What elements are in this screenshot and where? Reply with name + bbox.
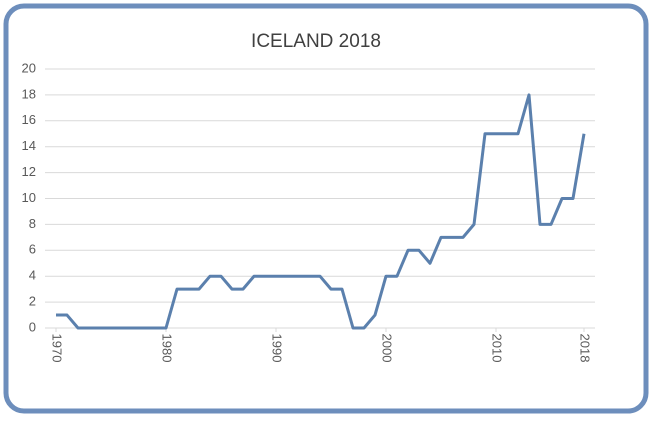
x-tick-label: 1980 xyxy=(160,334,175,363)
y-tick-label: 16 xyxy=(22,112,36,127)
x-tick-label: 1990 xyxy=(270,334,285,363)
y-tick-label: 4 xyxy=(29,268,36,283)
y-tick-label: 0 xyxy=(29,319,36,334)
y-tick-label: 6 xyxy=(29,242,36,257)
y-tick-label: 2 xyxy=(29,294,36,309)
x-tick-label: 1970 xyxy=(50,334,65,363)
y-tick-label: 20 xyxy=(22,60,36,75)
x-tick-label: 2000 xyxy=(380,334,395,363)
y-tick-label: 18 xyxy=(22,86,36,101)
y-tick-label: 14 xyxy=(22,138,36,153)
y-tick-label: 8 xyxy=(29,216,36,231)
data-line xyxy=(56,93,586,330)
x-tick-label: 2010 xyxy=(490,334,505,363)
chart-title: ICELAND 2018 xyxy=(251,31,381,52)
y-tick-label: 10 xyxy=(22,190,36,205)
frame xyxy=(3,3,649,414)
x-tick-label: 2018 xyxy=(578,334,593,363)
y-tick-label: 12 xyxy=(22,164,36,179)
